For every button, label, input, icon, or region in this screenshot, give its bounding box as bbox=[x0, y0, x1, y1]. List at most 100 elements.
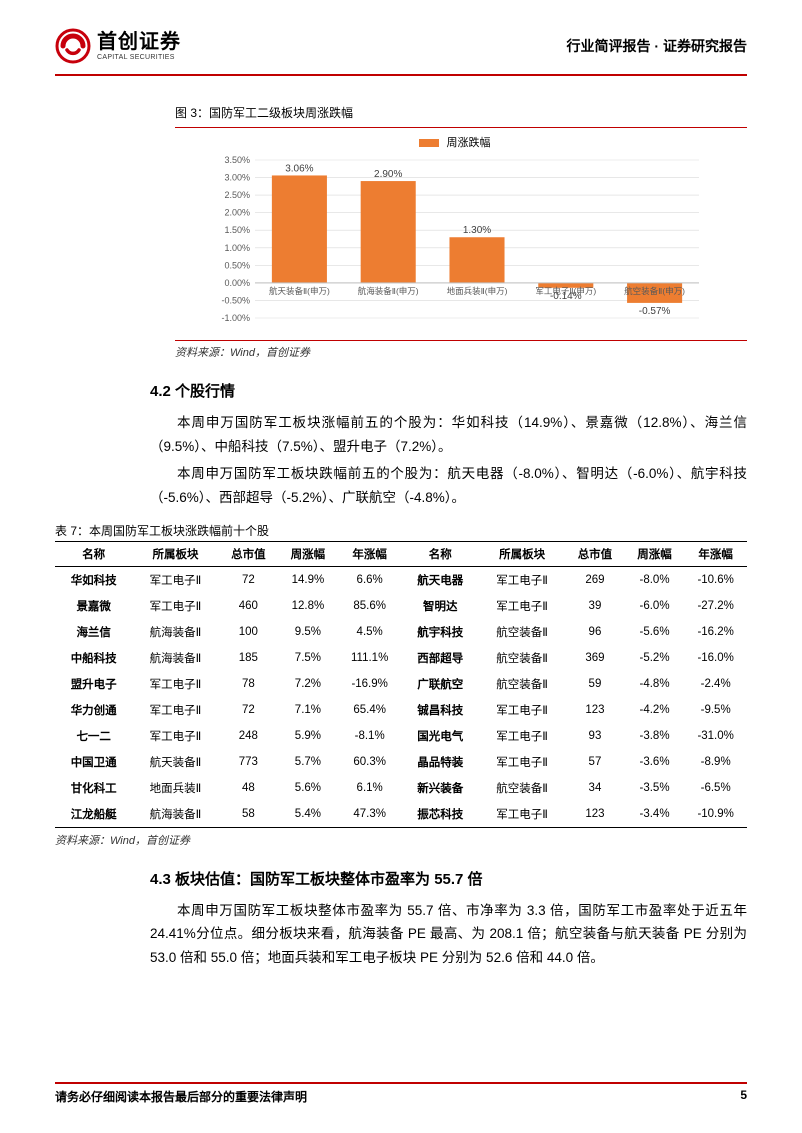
logo-text-en: CAPITAL SECURITIES bbox=[97, 54, 181, 61]
table-cell: 军工电子Ⅱ bbox=[479, 593, 565, 619]
table-cell: 5.9% bbox=[278, 723, 338, 749]
table-cell: 广联航空 bbox=[402, 671, 479, 697]
legend-label: 周涨跌幅 bbox=[447, 137, 491, 149]
svg-text:2.90%: 2.90% bbox=[374, 169, 402, 180]
footer-disclaimer: 请务必仔细阅读本报告最后部分的重要法律声明 bbox=[55, 1088, 307, 1105]
table-cell: -8.0% bbox=[625, 566, 685, 593]
table-cell: -3.5% bbox=[625, 775, 685, 801]
table-cell: 中船科技 bbox=[55, 645, 132, 671]
table-cell: 华力创通 bbox=[55, 697, 132, 723]
section-4-3-p1: 本周申万国防军工板块整体市盈率为 55.7 倍、市净率为 3.3 倍，国防军工市… bbox=[150, 899, 747, 970]
table-7-caption: 表 7：本周国防军工板块涨跌幅前十个股 bbox=[55, 522, 747, 539]
table-cell: -16.2% bbox=[684, 619, 747, 645]
table-cell: 34 bbox=[565, 775, 625, 801]
table-cell: -16.0% bbox=[684, 645, 747, 671]
table-cell: 60.3% bbox=[338, 749, 402, 775]
table-cell: 7.5% bbox=[278, 645, 338, 671]
table-cell: 111.1% bbox=[338, 645, 402, 671]
table-cell: 航空装备Ⅱ bbox=[479, 619, 565, 645]
svg-text:0.50%: 0.50% bbox=[224, 260, 250, 270]
figure-3-caption: 图 3：国防军工二级板块周涨跌幅 bbox=[175, 104, 747, 121]
svg-text:1.50%: 1.50% bbox=[224, 225, 250, 235]
table-cell: 47.3% bbox=[338, 801, 402, 828]
table-cell: 军工电子Ⅱ bbox=[479, 566, 565, 593]
svg-text:2.50%: 2.50% bbox=[224, 190, 250, 200]
page-header: 首创证券 CAPITAL SECURITIES 行业简评报告 · 证券研究报告 bbox=[0, 0, 802, 72]
table-cell: 航宇科技 bbox=[402, 619, 479, 645]
table-cell: 5.4% bbox=[278, 801, 338, 828]
table-col-header: 所属板块 bbox=[479, 541, 565, 566]
table-cell: -4.8% bbox=[625, 671, 685, 697]
svg-text:航天装备Ⅱ(申万): 航天装备Ⅱ(申万) bbox=[269, 286, 330, 296]
table-col-header: 年涨幅 bbox=[684, 541, 747, 566]
svg-text:0.00%: 0.00% bbox=[224, 278, 250, 288]
table-cell: 智明达 bbox=[402, 593, 479, 619]
table-cell: 369 bbox=[565, 645, 625, 671]
table-cell: 军工电子Ⅱ bbox=[479, 801, 565, 828]
table-row: 中国卫通航天装备Ⅱ7735.7%60.3%晶品特装军工电子Ⅱ57-3.6%-8.… bbox=[55, 749, 747, 775]
bar-chart-svg: -1.00%-0.50%0.00%0.50%1.00%1.50%2.00%2.5… bbox=[205, 156, 705, 336]
table-cell: 西部超导 bbox=[402, 645, 479, 671]
chart-legend: 周涨跌幅 bbox=[205, 134, 705, 150]
table-cell: 185 bbox=[219, 645, 279, 671]
table-cell: 华如科技 bbox=[55, 566, 132, 593]
table-cell: -16.9% bbox=[338, 671, 402, 697]
table-cell: 460 bbox=[219, 593, 279, 619]
table-7-source: 资料来源：Wind，首创证券 bbox=[55, 832, 747, 848]
table-cell: 5.7% bbox=[278, 749, 338, 775]
table-cell: 军工电子Ⅱ bbox=[132, 593, 218, 619]
table-cell: 军工电子Ⅱ bbox=[479, 749, 565, 775]
table-cell: -5.2% bbox=[625, 645, 685, 671]
table-cell: 100 bbox=[219, 619, 279, 645]
table-cell: 12.8% bbox=[278, 593, 338, 619]
header-divider bbox=[55, 74, 747, 76]
svg-text:3.00%: 3.00% bbox=[224, 173, 250, 183]
svg-text:航海装备Ⅱ(申万): 航海装备Ⅱ(申万) bbox=[358, 286, 419, 296]
table-cell: -10.9% bbox=[684, 801, 747, 828]
table-cell: -6.5% bbox=[684, 775, 747, 801]
table-row: 中船科技航海装备Ⅱ1857.5%111.1%西部超导航空装备Ⅱ369-5.2%-… bbox=[55, 645, 747, 671]
table-cell: 57 bbox=[565, 749, 625, 775]
table-cell: 65.4% bbox=[338, 697, 402, 723]
svg-text:地面兵装Ⅱ(申万): 地面兵装Ⅱ(申万) bbox=[447, 286, 508, 296]
section-4-2-p2: 本周申万国防军工板块跌幅前五的个股为：航天电器（-8.0%）、智明达（-6.0%… bbox=[150, 462, 747, 509]
table-row: 景嘉微军工电子Ⅱ46012.8%85.6%智明达军工电子Ⅱ39-6.0%-27.… bbox=[55, 593, 747, 619]
table-row: 七一二军工电子Ⅱ2485.9%-8.1%国光电气军工电子Ⅱ93-3.8%-31.… bbox=[55, 723, 747, 749]
logo-text-cn: 首创证券 bbox=[97, 32, 181, 52]
table-cell: 七一二 bbox=[55, 723, 132, 749]
table-cell: -8.1% bbox=[338, 723, 402, 749]
table-cell: 7.2% bbox=[278, 671, 338, 697]
table-cell: -3.6% bbox=[625, 749, 685, 775]
table-cell: 6.6% bbox=[338, 566, 402, 593]
table-cell: 85.6% bbox=[338, 593, 402, 619]
footer-divider bbox=[55, 1082, 747, 1084]
svg-text:1.30%: 1.30% bbox=[463, 225, 491, 236]
table-cell: 96 bbox=[565, 619, 625, 645]
section-4-3-title: 4.3 板块估值：国防军工板块整体市盈率为 55.7 倍 bbox=[150, 868, 747, 889]
table-col-header: 所属板块 bbox=[132, 541, 218, 566]
table-cell: 58 bbox=[219, 801, 279, 828]
svg-text:3.06%: 3.06% bbox=[285, 163, 313, 174]
table-cell: 59 bbox=[565, 671, 625, 697]
table-col-header: 名称 bbox=[402, 541, 479, 566]
table-cell: -4.2% bbox=[625, 697, 685, 723]
table-cell: 航空装备Ⅱ bbox=[479, 775, 565, 801]
table-cell: 海兰信 bbox=[55, 619, 132, 645]
table-cell: 123 bbox=[565, 801, 625, 828]
table-cell: 航空装备Ⅱ bbox=[479, 645, 565, 671]
table-col-header: 周涨幅 bbox=[278, 541, 338, 566]
figure-3-source: 资料来源：Wind，首创证券 bbox=[175, 340, 747, 360]
table-cell: 93 bbox=[565, 723, 625, 749]
table-cell: -5.6% bbox=[625, 619, 685, 645]
logo-icon bbox=[55, 28, 91, 64]
table-col-header: 年涨幅 bbox=[338, 541, 402, 566]
table-cell: 6.1% bbox=[338, 775, 402, 801]
table-cell: 国光电气 bbox=[402, 723, 479, 749]
table-cell: 地面兵装Ⅱ bbox=[132, 775, 218, 801]
table-cell: 甘化科工 bbox=[55, 775, 132, 801]
figure-3-topline bbox=[175, 127, 747, 128]
svg-text:军工电子Ⅱ(申万): 军工电子Ⅱ(申万) bbox=[535, 286, 596, 296]
table-row: 盟升电子军工电子Ⅱ787.2%-16.9%广联航空航空装备Ⅱ59-4.8%-2.… bbox=[55, 671, 747, 697]
svg-text:-0.57%: -0.57% bbox=[639, 306, 671, 317]
table-cell: 39 bbox=[565, 593, 625, 619]
